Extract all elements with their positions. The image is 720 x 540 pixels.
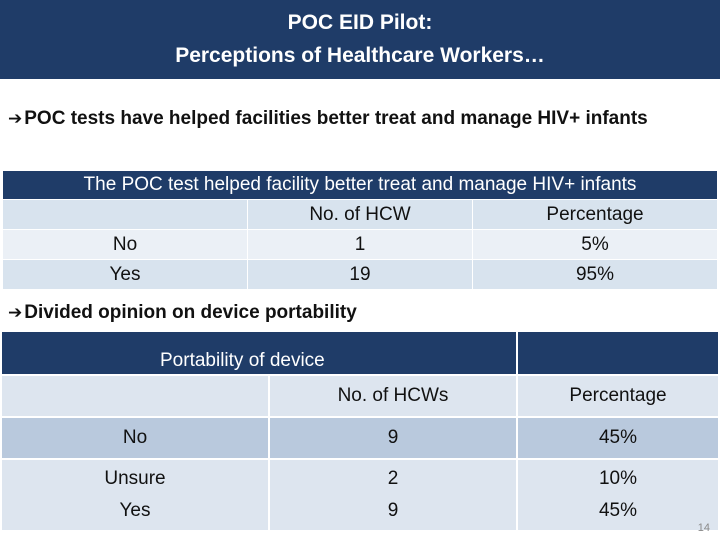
row-label: No xyxy=(2,229,248,260)
row-pct-yes: 45% xyxy=(598,500,638,521)
row-count: 1 xyxy=(247,229,473,260)
row-count: 9 xyxy=(268,416,518,460)
table2-title: Portability of device xyxy=(0,330,518,376)
table2-header-empty xyxy=(516,330,720,376)
slide-title-line-2: Perceptions of Healthcare Workers… xyxy=(175,44,545,67)
row-percentage: 5% xyxy=(472,229,718,260)
bullet-text: Divided opinion on device portability xyxy=(24,302,357,323)
row-pct-unsure: 10% xyxy=(598,468,638,489)
row-percentage: 45% xyxy=(516,416,720,460)
bullet-portability: ➔ Divided opinion on device portability xyxy=(8,298,357,327)
arrow-right-icon: ➔ xyxy=(8,303,23,322)
table-row: Unsure Yes 2 9 10% 45% xyxy=(0,458,720,532)
row-percentage: 10% 45% xyxy=(516,458,720,532)
table1-col-count: No. of HCW xyxy=(247,199,473,230)
row-count: 2 9 xyxy=(268,458,518,532)
table-device-portability: Portability of device No. of HCWs Percen… xyxy=(0,330,720,532)
table1-title: The POC test helped facility better trea… xyxy=(2,170,718,200)
page-number: 14 xyxy=(697,522,710,534)
slide-title-bar: POC EID Pilot: Perceptions of Healthcare… xyxy=(0,0,720,79)
row-label-yes: Yes xyxy=(119,500,151,521)
row-count-yes: 9 xyxy=(387,500,399,521)
slide-title-line-1: POC EID Pilot: xyxy=(287,11,433,34)
table-row: No 9 45% xyxy=(0,416,720,460)
bullet-poc-tests: ➔ POC tests have helped facilities better… xyxy=(8,104,698,133)
bullet-text: POC tests have helped facilities better … xyxy=(24,108,648,129)
row-label-unsure: Unsure xyxy=(104,468,166,489)
table1-col-percentage: Percentage xyxy=(472,199,718,230)
table2-col-count: No. of HCWs xyxy=(268,374,518,418)
row-label: Yes xyxy=(2,259,248,290)
table-poc-treat-manage: The POC test helped facility better trea… xyxy=(2,170,718,290)
row-count: 19 xyxy=(247,259,473,290)
row-label: No xyxy=(0,416,270,460)
table-row: Yes 19 95% xyxy=(2,259,718,290)
row-percentage: 95% xyxy=(472,259,718,290)
table-row: No 1 5% xyxy=(2,229,718,260)
row-label: Unsure Yes xyxy=(0,458,270,532)
table1-col-empty xyxy=(2,199,248,230)
table2-col-percentage: Percentage xyxy=(516,374,720,418)
row-count-unsure: 2 xyxy=(387,468,399,489)
arrow-right-icon: ➔ xyxy=(8,109,23,128)
table2-col-empty xyxy=(0,374,270,418)
